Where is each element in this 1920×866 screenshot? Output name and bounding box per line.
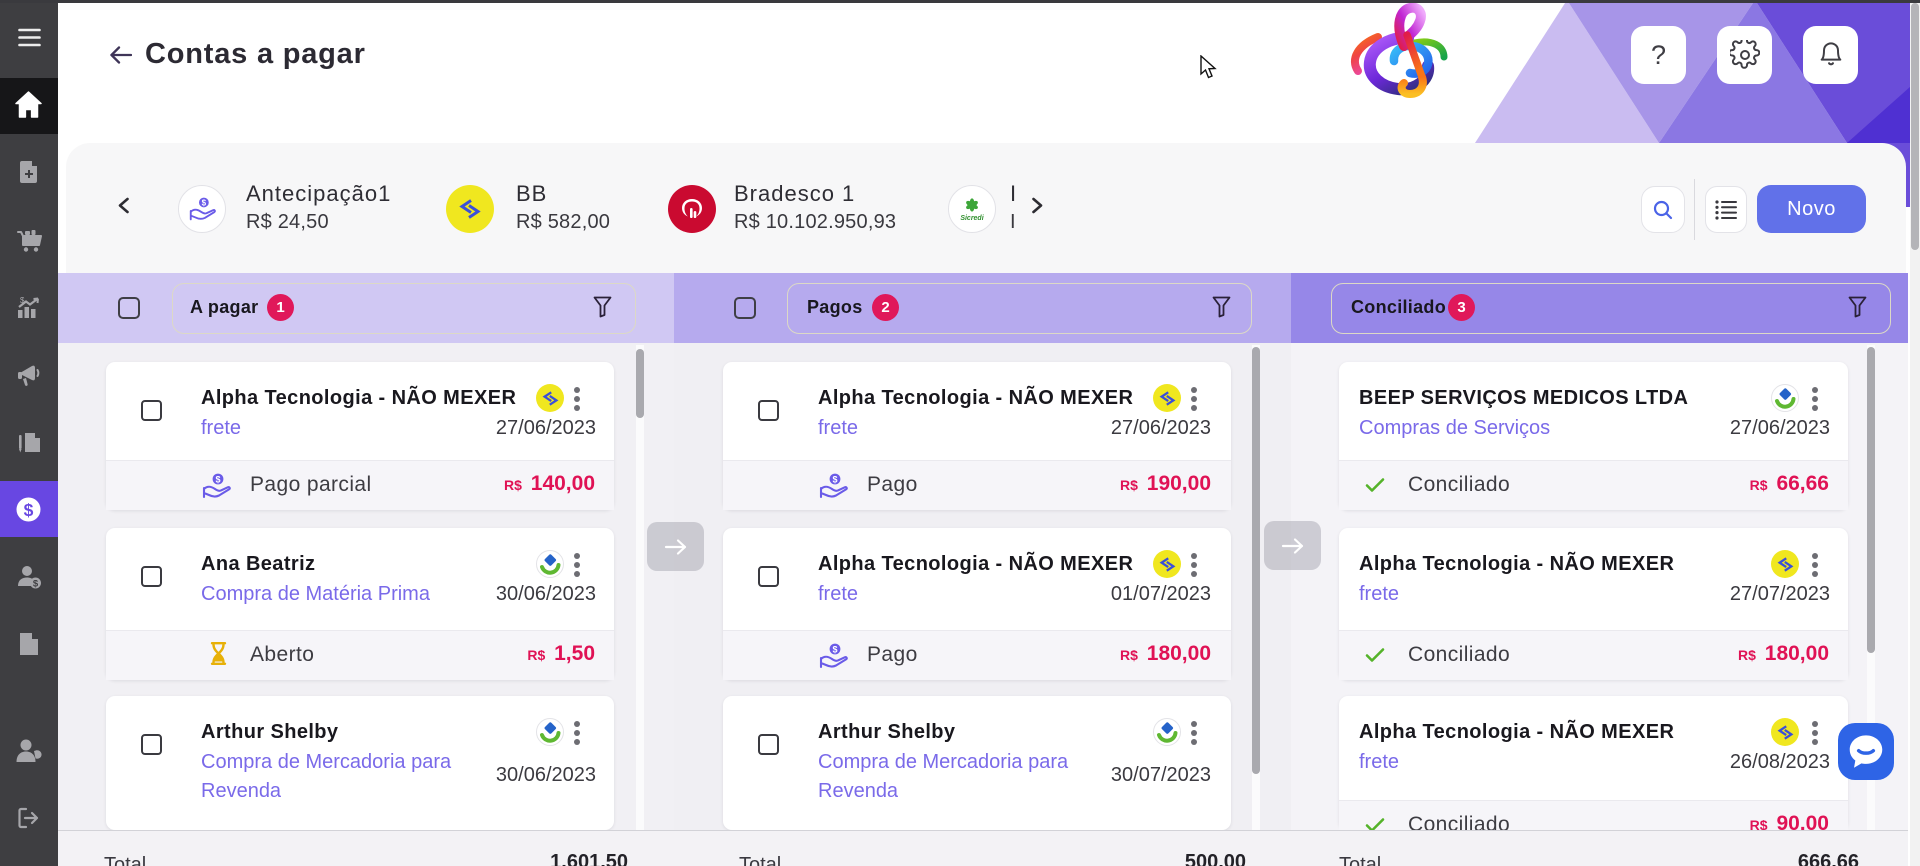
svg-text:$: $ — [24, 500, 34, 520]
svg-text:$: $ — [832, 644, 837, 654]
svg-text:$: $ — [215, 474, 220, 484]
svg-text:$: $ — [202, 198, 207, 207]
svg-text:$: $ — [33, 579, 39, 590]
svg-text:$: $ — [832, 474, 837, 484]
svg-text:Sicredi: Sicredi — [960, 215, 984, 222]
svg-text:$: $ — [20, 296, 25, 305]
